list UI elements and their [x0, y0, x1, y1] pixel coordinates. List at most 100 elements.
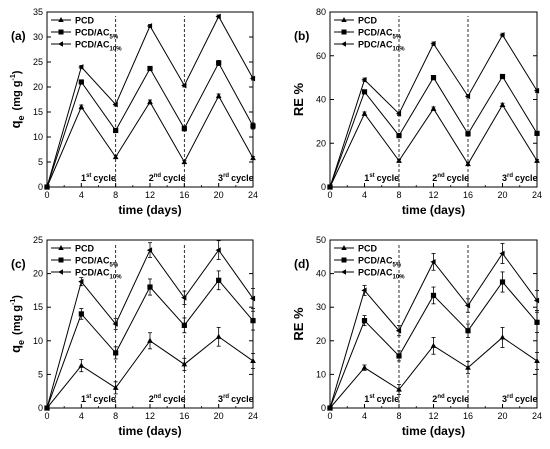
x-tick-label: 4 [79, 190, 84, 200]
data-point [464, 93, 471, 100]
cycle-label: 2nd cycle [432, 394, 469, 404]
data-point [396, 157, 402, 163]
legend: PCD PCD/AC5%PDC/AC10% [334, 16, 405, 53]
cycle-label-num: 2 [149, 173, 154, 183]
legend-name: PCD [75, 244, 95, 254]
y-tick-label: 40 [316, 269, 326, 279]
data-point [465, 160, 471, 167]
data-point [534, 130, 540, 137]
data-point [396, 353, 402, 359]
legend-name: PCD/AC [358, 256, 393, 266]
legend-marker [58, 269, 63, 275]
data-point [113, 350, 119, 356]
legend-name-sub: 10% [393, 47, 406, 53]
legend-marker [341, 41, 346, 47]
legend-name-sub: 5% [110, 263, 119, 269]
series-line [46, 61, 254, 188]
y-axis-label-unit: (mg g [11, 80, 23, 110]
cycle-label-text: cycle [515, 173, 538, 183]
series-1 [327, 101, 540, 190]
x-tick-label: 20 [497, 411, 507, 421]
cycle-label-num: 2 [149, 394, 154, 404]
data-point [113, 127, 119, 134]
x-tick-label: 8 [396, 411, 401, 421]
x-tick-label: 8 [396, 190, 401, 200]
data-point [395, 327, 402, 334]
data-point [78, 64, 84, 70]
data-point [43, 184, 50, 190]
y-tick-label: 0 [38, 182, 43, 192]
y-tick-label: 0 [38, 403, 43, 413]
x-tick-label: 4 [362, 411, 367, 421]
legend-name-sub: 10% [110, 275, 123, 281]
x-tick-label: 8 [113, 411, 118, 421]
cycle-label-sup: st [86, 173, 91, 179]
x-axis-label: time (days) [402, 424, 465, 438]
legend-entry: PCD [75, 16, 95, 26]
data-point [215, 13, 221, 20]
y-tick-label: 0 [321, 182, 326, 192]
data-point [499, 279, 506, 285]
cycle-label-text: cycle [93, 394, 116, 404]
x-tick-label: 16 [463, 411, 473, 421]
x-tick-label: 4 [362, 190, 367, 200]
cycle-label-num: 3 [502, 173, 507, 183]
cycle-label-text: cycle [163, 394, 186, 404]
y-axis-label-sub: e [16, 340, 26, 345]
x-tick-label: 12 [428, 190, 438, 200]
cycle-label-num: 1 [81, 394, 86, 404]
cycle-label-text: cycle [447, 394, 470, 404]
data-point [181, 125, 187, 132]
data-point [430, 342, 437, 348]
cycle-label-num: 3 [502, 394, 507, 404]
cycle-label-num: 1 [364, 173, 369, 183]
panel-label: (b) [294, 29, 309, 43]
panel-label: (c) [11, 257, 26, 271]
legend-name: PCD/AC [75, 28, 110, 38]
data-point [534, 157, 540, 163]
data-point [361, 318, 368, 324]
series-1 [44, 92, 256, 190]
cycle-label: 2nd cycle [432, 173, 469, 183]
legend-marker [58, 245, 64, 250]
y-tick-label: 20 [316, 336, 326, 346]
panel-label: (a) [11, 29, 26, 43]
data-point [250, 357, 256, 364]
data-point [499, 101, 506, 108]
x-tick-label: 12 [145, 190, 155, 200]
legend-entry: PCD [358, 16, 378, 26]
legend-marker [58, 41, 63, 47]
data-point [181, 82, 187, 89]
data-point [250, 154, 256, 161]
cycle-label-sup: rd [507, 173, 513, 179]
data-point [430, 40, 436, 47]
cycle-label-text: cycle [231, 394, 254, 404]
data-point [464, 302, 471, 309]
x-tick-label: 0 [327, 190, 332, 200]
cycle-label-text: cycle [447, 173, 470, 183]
data-point [395, 110, 402, 117]
legend-entry: PCD/AC10% [75, 40, 122, 53]
cycle-label: 3rd cycle [502, 173, 538, 183]
data-point [112, 321, 118, 327]
legend-name: PCD [358, 244, 378, 254]
y-axis-label-main: RE % [291, 82, 306, 116]
cycle-label-sup: nd [154, 394, 162, 400]
cycle-label-num: 3 [218, 394, 223, 404]
data-point [112, 101, 118, 108]
y-axis-label-sub: e [16, 115, 26, 120]
legend-name: PCD/AC [75, 268, 110, 278]
data-point [249, 75, 256, 82]
data-point [465, 328, 471, 334]
legend-entry: PCD/AC5% [358, 256, 402, 269]
cycle-label: 3rd cycle [218, 394, 254, 404]
legend-marker [341, 269, 346, 275]
x-tick-label: 12 [428, 411, 438, 421]
series-1 [44, 326, 256, 411]
legend-name: PCD/AC [75, 40, 110, 50]
y-axis-label-unit-end: ) [11, 70, 23, 74]
cycle-label: 1st cycle [364, 173, 399, 183]
